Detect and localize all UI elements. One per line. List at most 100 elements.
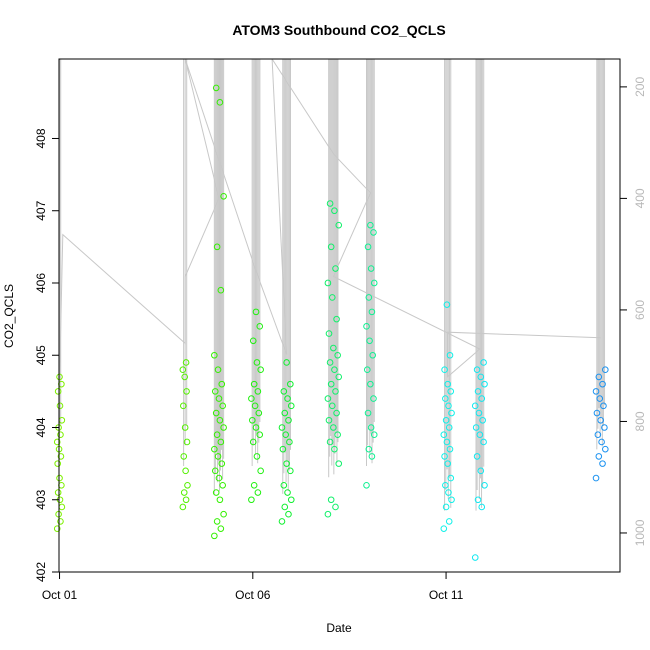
data-point	[53, 438, 61, 446]
transit-line	[59, 59, 601, 383]
data-point	[280, 388, 288, 395]
data-point	[441, 453, 448, 460]
data-point	[217, 525, 225, 532]
data-point	[331, 366, 338, 373]
y2-tick-label: 600	[633, 300, 647, 320]
y2-tick-label: 800	[633, 411, 647, 431]
data-point	[442, 481, 449, 489]
y-axis-label: CO2_QCLS	[2, 284, 16, 348]
data-point	[220, 192, 227, 200]
data-point	[332, 388, 339, 395]
data-point	[448, 409, 455, 417]
data-point	[57, 431, 64, 439]
data-point	[253, 359, 261, 366]
data-point	[364, 409, 372, 417]
data-point	[54, 388, 62, 395]
data-point	[219, 481, 226, 489]
data-point	[476, 431, 484, 439]
data-point	[473, 366, 481, 373]
data-point	[326, 200, 334, 207]
transit-path	[59, 59, 601, 383]
data-point	[367, 221, 374, 229]
data-point	[279, 445, 287, 453]
data-point	[600, 402, 607, 410]
data-point	[216, 496, 224, 504]
data-point	[56, 474, 63, 482]
data-point	[254, 388, 262, 395]
data-point	[220, 424, 227, 431]
data-point	[443, 438, 451, 446]
data-point	[212, 409, 220, 417]
data-point	[365, 445, 373, 453]
data-point	[214, 453, 222, 460]
data-point	[180, 489, 188, 496]
data-point	[324, 279, 332, 287]
data-point	[477, 467, 485, 475]
data-point	[472, 424, 480, 431]
y-tick-label: 407	[34, 200, 48, 220]
data-point	[331, 207, 338, 215]
data-point	[250, 481, 258, 489]
y2-axis: 200 400 600 800 1000	[620, 77, 647, 546]
data-point	[179, 366, 187, 373]
data-point	[324, 395, 332, 402]
data-point	[367, 265, 375, 272]
data-point	[333, 409, 340, 417]
x-axis-label: Date	[326, 621, 352, 635]
data-point	[54, 460, 61, 467]
y-tick-label: 408	[34, 128, 48, 148]
chart-title: ATOM3 Southbound CO2_QCLS	[232, 22, 445, 38]
data-point	[442, 395, 449, 402]
data-point	[370, 395, 377, 402]
y-tick-label: 404	[34, 417, 48, 437]
data-point	[257, 366, 264, 373]
data-point	[369, 351, 376, 359]
data-point	[57, 518, 64, 525]
data-point	[280, 481, 288, 489]
data-point	[256, 323, 264, 330]
data-point	[599, 460, 606, 467]
data-point	[213, 431, 221, 439]
data-point	[444, 380, 451, 388]
data-point	[252, 424, 260, 431]
data-point	[363, 366, 371, 373]
data-point	[602, 445, 609, 453]
data-point	[599, 380, 606, 388]
data-point	[334, 431, 341, 439]
data-point	[332, 265, 339, 272]
data-point	[328, 294, 336, 301]
y2-tick-label: 400	[633, 188, 647, 208]
data-point	[596, 395, 604, 402]
data-point	[474, 496, 482, 504]
data-point	[281, 409, 289, 417]
data-point	[217, 438, 225, 446]
data-point	[287, 496, 295, 504]
data-point	[179, 503, 187, 511]
data-point	[367, 380, 374, 388]
data-point	[219, 402, 226, 410]
data-point	[471, 402, 479, 410]
data-point	[211, 351, 218, 359]
data-point	[335, 373, 343, 381]
data-point	[184, 481, 191, 489]
data-point	[285, 510, 292, 518]
data-point	[444, 460, 451, 467]
data-point	[445, 518, 453, 525]
data-point	[285, 416, 292, 424]
plot-frame	[58, 58, 621, 573]
data-point	[594, 431, 602, 439]
data-point	[283, 460, 290, 467]
co2-points	[53, 84, 609, 561]
data-point	[473, 453, 481, 460]
data-point	[478, 503, 486, 511]
data-point	[478, 395, 486, 402]
data-point	[180, 402, 187, 410]
data-point	[182, 467, 189, 475]
data-point	[440, 431, 448, 439]
data-point	[286, 438, 293, 446]
data-point	[282, 431, 289, 439]
data-point	[325, 330, 333, 337]
data-point	[592, 474, 600, 482]
data-point	[327, 496, 335, 504]
x-tick-label: Oct 06	[235, 588, 271, 602]
